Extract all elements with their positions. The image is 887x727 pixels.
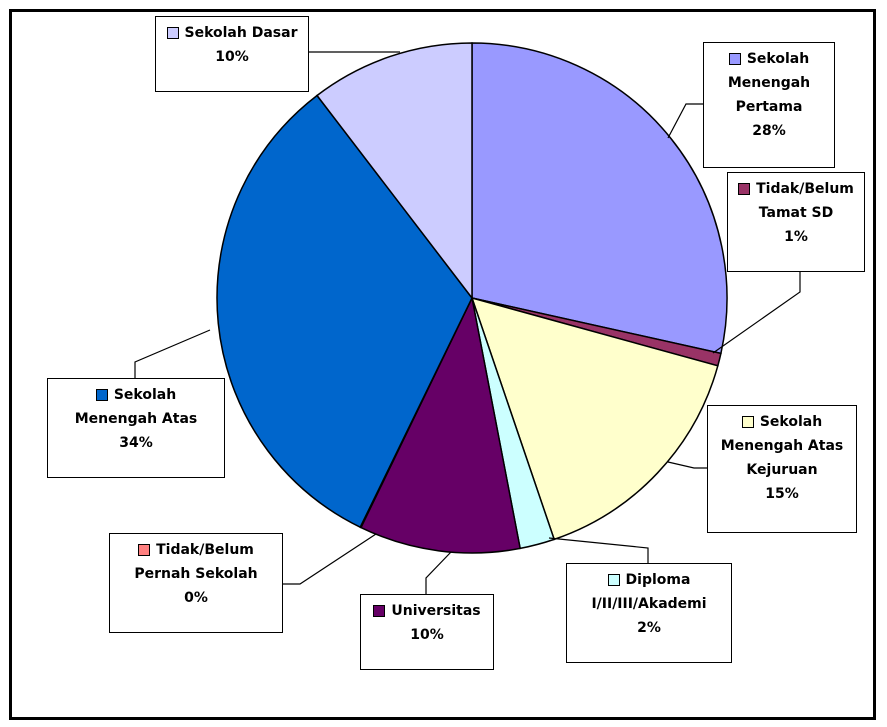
slice-name-line: Pernah Sekolah (134, 566, 258, 582)
slice-name-line: Menengah Atas (720, 438, 844, 454)
legend-swatch-smk (741, 416, 754, 428)
pie-slice-sma (216, 94, 473, 529)
leader-line-univ (425, 551, 452, 594)
leader-line-smk (667, 461, 707, 469)
slice-name-smk: Sekolah (760, 410, 822, 434)
slice-label-tbsd: Tidak/Belum Tamat SD 1% (727, 172, 865, 272)
legend-swatch-tbps (138, 544, 151, 556)
slice-name-line: Pertama (735, 99, 803, 115)
slice-percent-sma: 34% (119, 435, 153, 451)
leader-lines (134, 51, 801, 594)
pie-slices (216, 42, 728, 554)
leader-line-tbsd (712, 272, 801, 354)
legend-swatch-smp (728, 53, 741, 65)
leader-line-smp (667, 103, 703, 139)
slice-label-univ: Universitas 10% (360, 594, 494, 670)
slice-label-sma: Sekolah Menengah Atas 34% (47, 378, 225, 478)
slice-name-line: Menengah (727, 75, 811, 91)
pie-slice-univ (359, 295, 522, 554)
slice-name-line: Sekolah (759, 414, 823, 430)
leader-line-dip (548, 537, 649, 563)
slice-name-univ: Universitas (391, 599, 480, 623)
legend-swatch-dip (607, 574, 620, 586)
pie-slice-smk (470, 296, 719, 541)
slice-label-tbps: Tidak/Belum Pernah Sekolah 0% (109, 533, 283, 633)
slice-name-dip: Diploma (626, 568, 691, 592)
slice-name-line: Sekolah (746, 51, 810, 67)
legend-swatch-univ (373, 605, 386, 617)
legend-swatch-sd (166, 27, 179, 39)
slice-percent-tbsd: 1% (784, 229, 808, 245)
slice-name-sd: Sekolah Dasar (185, 21, 298, 45)
slice-percent-dip: 2% (637, 620, 661, 636)
slice-percent-smk: 15% (765, 486, 799, 502)
slice-name-line: Sekolah Dasar (184, 25, 298, 41)
slice-name-line: Tamat SD (758, 205, 834, 221)
legend-swatch-sma (95, 389, 108, 401)
leader-line-sma (134, 329, 211, 378)
slice-percent-univ: 10% (410, 627, 444, 643)
slice-name-line: Menengah Atas (74, 411, 198, 427)
slice-label-smp: Sekolah Menengah Pertama 28% (703, 42, 835, 168)
slice-label-smk: Sekolah Menengah Atas Kejuruan 15% (707, 405, 857, 533)
legend-swatch-tbsd (738, 183, 751, 195)
slice-name-smp: Sekolah (747, 47, 809, 71)
slice-label-dip: Diploma I/II/III/Akademi 2% (566, 563, 732, 663)
slice-name-line: Sekolah (113, 387, 177, 403)
slice-name-line: Universitas (391, 603, 481, 619)
pie-slice-sd (315, 42, 473, 301)
leader-line-tbps (283, 533, 377, 585)
slice-name-line: I/II/III/Akademi (591, 596, 707, 612)
slice-percent-smp: 28% (752, 123, 786, 139)
slice-name-line: Tidak/Belum (756, 181, 854, 197)
slice-name-tbps: Tidak/Belum (156, 538, 254, 562)
slice-label-sd: Sekolah Dasar 10% (155, 16, 309, 92)
pie-slice-smp (471, 42, 728, 355)
slice-name-tbsd: Tidak/Belum (756, 177, 854, 201)
slice-name-sma: Sekolah (114, 383, 176, 407)
slice-percent-tbps: 0% (184, 590, 208, 606)
slice-name-line: Kejuruan (746, 462, 818, 478)
slice-name-line: Tidak/Belum (156, 542, 254, 558)
slice-percent-sd: 10% (215, 49, 249, 65)
slice-name-line: Diploma (625, 572, 691, 588)
